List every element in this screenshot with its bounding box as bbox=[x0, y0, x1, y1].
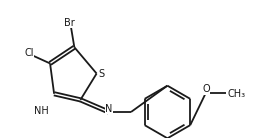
Text: S: S bbox=[99, 69, 105, 79]
Text: N: N bbox=[105, 104, 112, 114]
Text: NH: NH bbox=[34, 106, 48, 116]
Text: Cl: Cl bbox=[24, 48, 34, 58]
Text: O: O bbox=[202, 84, 210, 94]
Text: Br: Br bbox=[64, 18, 75, 28]
Text: CH₃: CH₃ bbox=[227, 89, 245, 99]
